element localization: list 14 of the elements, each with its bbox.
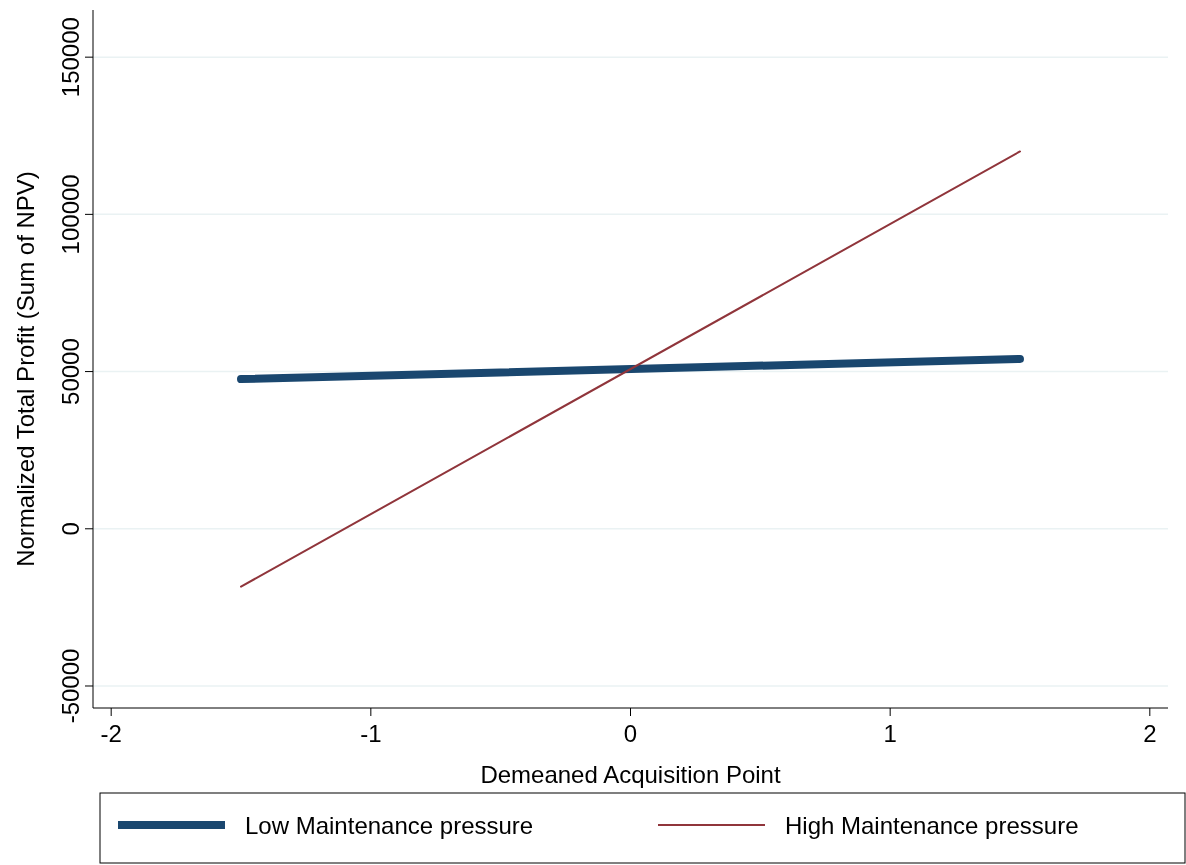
legend-label: Low Maintenance pressure bbox=[245, 812, 534, 839]
y-tick-label: 0 bbox=[57, 522, 84, 536]
x-axis-title: Demeaned Acquisition Point bbox=[480, 761, 781, 788]
y-tick-label: 150000 bbox=[57, 17, 84, 98]
y-axis-title: Normalized Total Profit (Sum of NPV) bbox=[12, 171, 39, 567]
y-tick-label: 100000 bbox=[57, 174, 84, 255]
x-tick-label: -2 bbox=[100, 720, 122, 747]
legend-label: High Maintenance pressure bbox=[785, 812, 1079, 839]
x-tick-label: 2 bbox=[1143, 720, 1157, 747]
x-tick-label: 0 bbox=[623, 720, 638, 747]
x-tick-label: 1 bbox=[883, 720, 897, 747]
y-tick-label: 50000 bbox=[57, 338, 84, 405]
x-tick-label: -1 bbox=[360, 720, 382, 747]
y-tick-label: -50000 bbox=[57, 648, 84, 724]
